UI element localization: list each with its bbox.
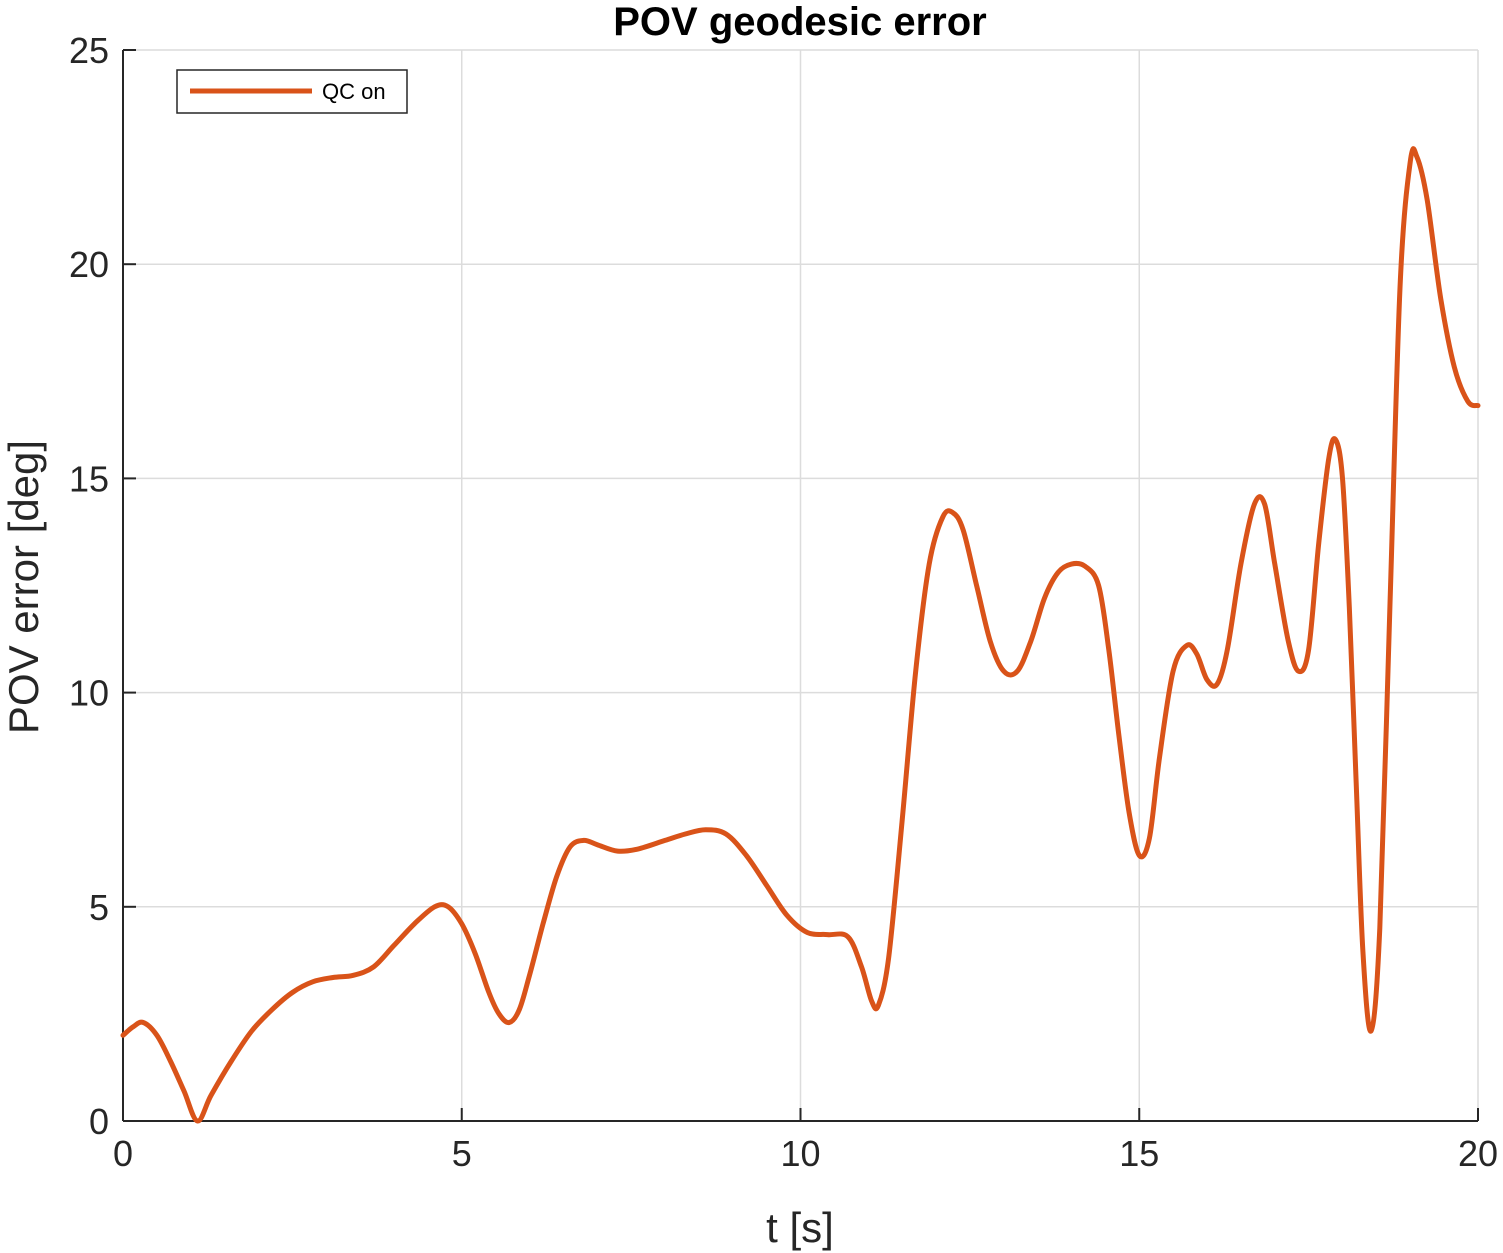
legend-entry-qc-on: QC on [322,79,386,104]
x-axis-title: t [s] [766,1204,834,1251]
legend: QC on [176,69,408,114]
y-tick-label: 25 [69,30,109,71]
y-tick-label: 5 [89,887,109,928]
x-tick-label: 15 [1119,1133,1159,1174]
chart-title: POV geodesic error [613,0,986,44]
axes [122,49,1479,1122]
y-tick-label: 10 [69,673,109,714]
series-layer [120,146,1481,1124]
y-tick-label: 20 [69,244,109,285]
y-tick-label: 0 [89,1101,109,1142]
y-axis-title: POV error [deg] [0,440,47,734]
x-tick-label: 5 [452,1133,472,1174]
x-tick-label: 0 [113,1133,133,1174]
grid-lines [123,49,1479,1121]
x-tick-label: 20 [1458,1133,1498,1174]
series-line-qc-on [120,146,1481,1124]
tick-labels: 0 5 10 15 20 0 5 10 15 20 25 [69,30,1498,1174]
x-tick-label: 10 [780,1133,820,1174]
y-tick-label: 15 [69,458,109,499]
